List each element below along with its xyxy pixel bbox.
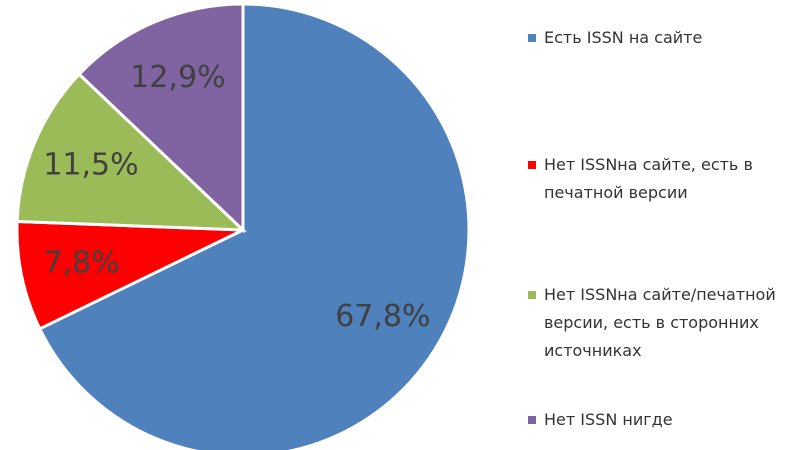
legend-swatch [528, 34, 536, 42]
pie-slice [37, 2, 471, 450]
legend-label: Есть ISSN на сайте [544, 28, 703, 47]
data-label: 11,5% [43, 147, 138, 182]
pie-area: 67,8% 7,8% 11,5% 12,9% [15, 2, 471, 450]
data-label: 7,8% [43, 245, 119, 280]
legend-label: Нет ISSNна сайте, есть в печатной версии [544, 155, 753, 202]
pie-slice [77, 2, 245, 234]
legend-item: Нет ISSNна сайте/печатной версии, есть в… [528, 281, 798, 365]
data-label: 12,9% [130, 60, 225, 95]
data-label: 67,8% [335, 299, 430, 334]
legend-item: Нет ISSN нигде [528, 406, 798, 434]
legend-swatch [528, 161, 536, 169]
pie-slice [15, 219, 244, 331]
legend-label: Нет ISSNна сайте/печатной версии, есть в… [544, 285, 776, 360]
legend-item: Нет ISSNна сайте, есть в печатной версии [528, 151, 798, 207]
legend-item: Есть ISSN на сайте [528, 24, 798, 52]
legend-swatch [528, 291, 536, 299]
pie-slice [15, 72, 247, 232]
legend-swatch [528, 416, 536, 424]
legend-label: Нет ISSN нигде [544, 410, 673, 429]
